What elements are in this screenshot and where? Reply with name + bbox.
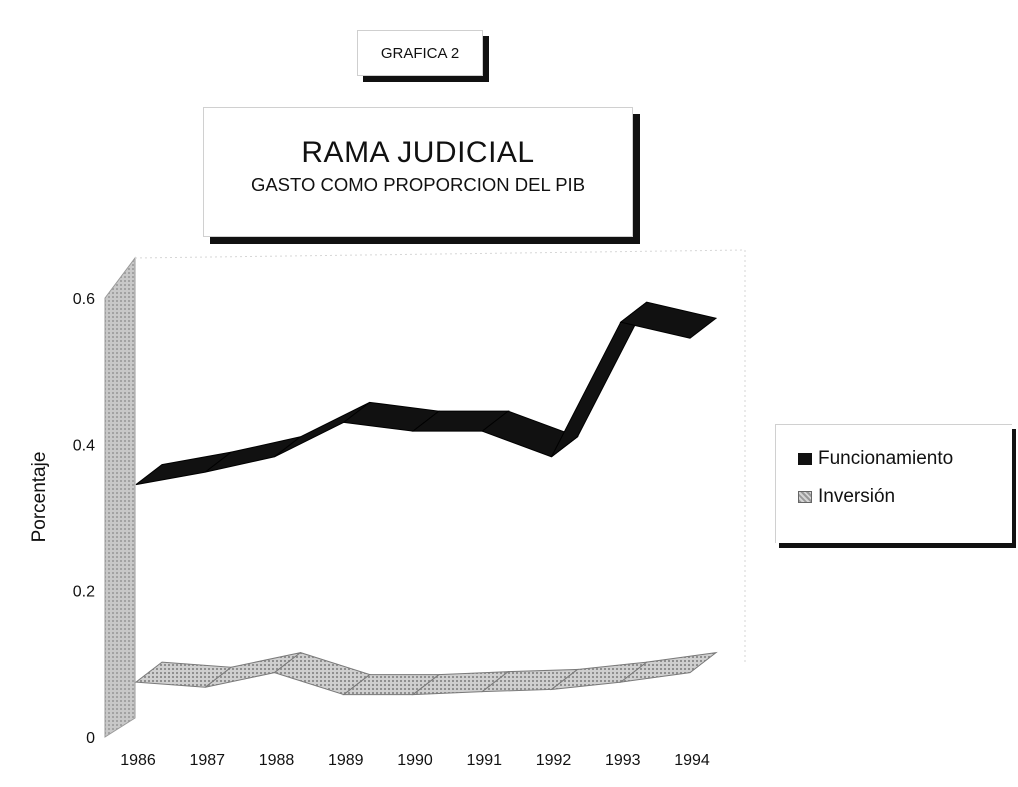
x-tick-label: 1994: [674, 752, 710, 769]
x-tick-label: 1990: [397, 752, 433, 769]
x-tick-label: 1988: [259, 752, 295, 769]
chart-back-wall: [104, 256, 136, 738]
chart-title: RAMA JUDICIAL: [301, 136, 535, 169]
figure-tag-box: GRAFICA 2: [357, 30, 483, 76]
plot-back-frame-top: [134, 249, 746, 259]
legend-swatch-funcionamiento: [798, 453, 812, 465]
chart-title-box: RAMA JUDICIAL GASTO COMO PROPORCION DEL …: [203, 107, 633, 237]
ribbon-segment-inversin: [618, 651, 718, 683]
series-layer: [134, 301, 718, 696]
y-tick-label: 0.2: [73, 584, 95, 601]
ribbon-segment-funcionamiento: [619, 301, 718, 339]
chart-subtitle: GASTO COMO PROPORCION DEL PIB: [250, 174, 586, 195]
legend-label-funcionamiento: Funcionamiento: [818, 448, 954, 469]
x-tick-label: 1991: [466, 752, 502, 769]
y-axis-ticks: 0 0.2 0.4 0.6: [73, 291, 95, 747]
legend-label-inversion: Inversión: [818, 486, 896, 507]
ribbon-segment-funcionamiento: [274, 401, 371, 458]
x-tick-label: 1987: [189, 752, 225, 769]
figure-tag: GRAFICA 2: [380, 44, 460, 62]
x-tick-label: 1989: [328, 752, 364, 769]
x-tick-label: 1986: [120, 752, 156, 769]
legend-swatch-inversion: [798, 491, 812, 503]
x-tick-label: 1993: [605, 752, 641, 769]
x-axis-ticks: 1986 1987 1988 1989 1990 1991 1992 1993 1994: [120, 752, 710, 769]
legend: Funcionamiento Inversión: [775, 424, 1012, 543]
y-tick-label: 0.6: [73, 291, 95, 308]
x-tick-label: 1992: [536, 752, 572, 769]
y-tick-label: 0.4: [73, 437, 95, 454]
y-axis-label: Porcentaje: [29, 452, 50, 543]
legend-item-funcionamiento: Funcionamiento: [798, 448, 953, 470]
y-tick-label: 0: [86, 730, 95, 747]
legend-item-inversion: Inversión: [798, 486, 895, 508]
